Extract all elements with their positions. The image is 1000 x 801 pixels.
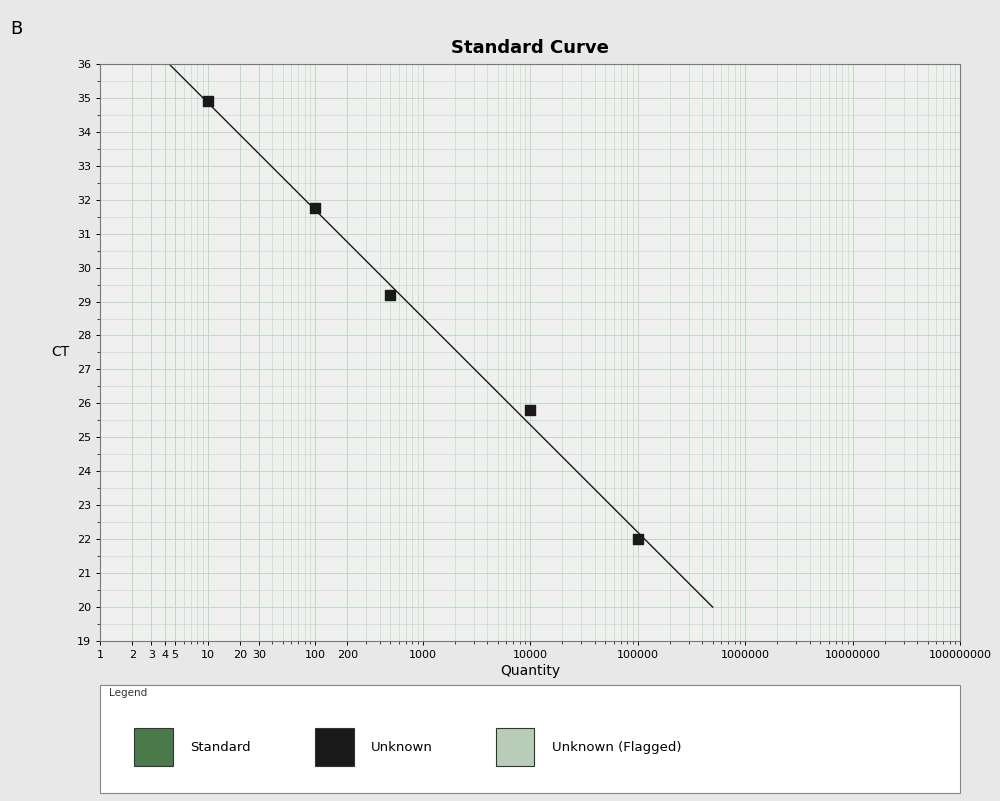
Y-axis label: CT: CT: [51, 345, 69, 360]
Text: Standard: Standard: [190, 741, 251, 754]
Bar: [496, 728, 534, 766]
Point: [630, 533, 646, 545]
Point: [382, 288, 398, 301]
Text: Unknown: Unknown: [371, 741, 433, 754]
Title: Standard Curve: Standard Curve: [451, 39, 609, 57]
Text: Legend: Legend: [109, 688, 147, 698]
Text: Unknown (Flagged): Unknown (Flagged): [552, 741, 681, 754]
Text: B: B: [10, 20, 22, 38]
Bar: [315, 728, 354, 766]
Point: [307, 202, 323, 215]
X-axis label: Quantity: Quantity: [500, 664, 560, 678]
Point: [522, 404, 538, 417]
Point: [200, 95, 216, 108]
Bar: [134, 728, 173, 766]
